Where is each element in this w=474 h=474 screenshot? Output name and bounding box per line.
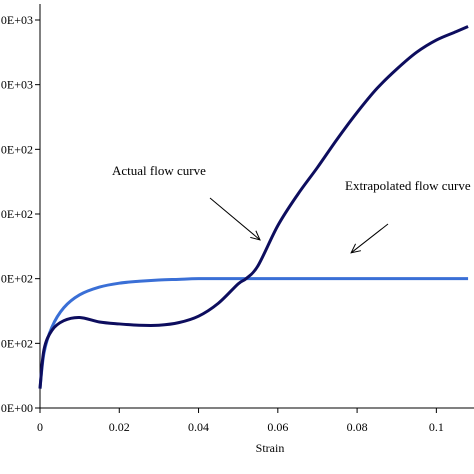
- axes: [39, 4, 474, 409]
- y-tick-label: 0E+02: [1, 207, 33, 221]
- x-axis-title: Strain: [256, 441, 285, 455]
- extrapolated-flow-curve-annotation-arrowhead: [350, 243, 362, 254]
- x-tick-label: 0: [37, 420, 43, 434]
- y-tick-label: 0E+02: [1, 336, 33, 350]
- tick-labels: 0 0.02 0.04 0.06 0.08 0.1 0E+00 0E+02 0E+02 0E+02…: [1, 13, 444, 434]
- extrapolated-flow-curve-annotation-arrow: [350, 223, 389, 254]
- actual-flow-curve-annotation-label: Actual flow curve: [112, 163, 206, 178]
- extrapolated-flow-curve-annotation-label: Extrapolated flow curve: [345, 178, 471, 193]
- actual-flow-curve-annotation-arrowhead: [250, 230, 261, 241]
- extrapolated-flow-curve-line: [38, 277, 469, 389]
- y-tick-label: 0E+03: [1, 13, 33, 27]
- actual-flow-curve-line: [38, 25, 469, 389]
- y-tick-label: 0E+03: [1, 78, 33, 92]
- y-tick-label: 0E+00: [1, 401, 33, 415]
- x-tick-label: 0.06: [267, 420, 288, 434]
- y-tick-label: 0E+02: [1, 272, 33, 286]
- annotations: Actual flow curve Extrapolated flow curve: [112, 163, 471, 254]
- series: [38, 25, 469, 389]
- x-tick-label: 0.02: [109, 420, 130, 434]
- y-tick-label: 0E+02: [1, 142, 33, 156]
- actual-flow-curve-annotation-arrow: [209, 197, 261, 241]
- x-tick-label: 0.08: [347, 420, 368, 434]
- x-tick-label: 0.04: [188, 420, 209, 434]
- x-tick-label: 0.1: [429, 420, 444, 434]
- ticks: [35, 19, 437, 413]
